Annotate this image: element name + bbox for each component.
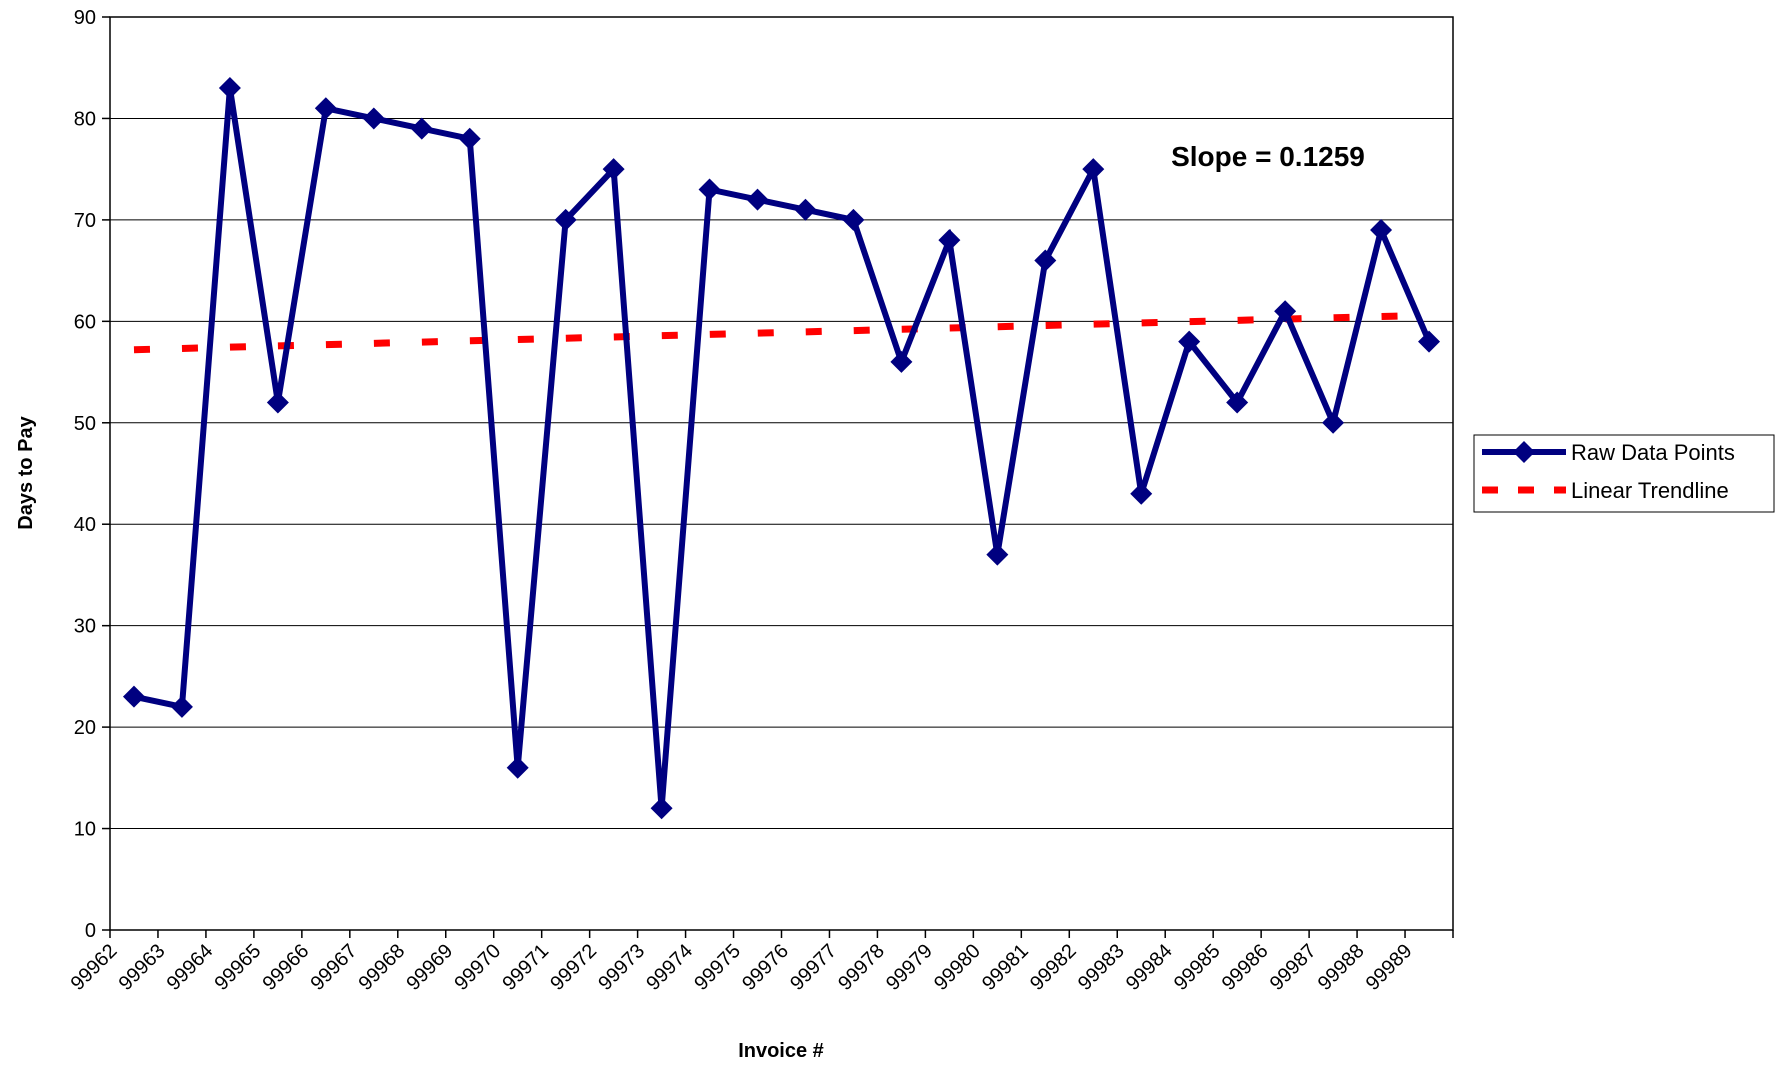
data-point-marker — [650, 797, 673, 820]
y-axis-title: Days to Pay — [15, 415, 37, 529]
data-point-marker — [1226, 391, 1249, 414]
slope-annotation: Slope = 0.1259 — [1171, 141, 1365, 172]
data-point-marker — [1034, 249, 1057, 272]
raw-data-line — [133, 87, 1432, 809]
data-point-marker — [218, 77, 241, 100]
data-point-marker — [1178, 330, 1201, 353]
y-tick-label: 70 — [74, 210, 96, 232]
data-point-marker — [122, 685, 145, 708]
y-tick-label: 50 — [74, 413, 96, 435]
data-point-marker — [746, 188, 769, 211]
legend-raw-data-marker — [1513, 441, 1535, 463]
data-point-marker — [1418, 330, 1441, 353]
data-point-marker — [602, 158, 625, 181]
data-point-marker — [698, 178, 721, 201]
data-point-marker — [170, 695, 193, 718]
y-tick-label: 90 — [74, 7, 96, 29]
y-tick-label: 10 — [74, 819, 96, 841]
x-axis-title: Invoice # — [738, 1040, 824, 1062]
gridlines — [110, 117, 1453, 830]
y-tick-label: 60 — [74, 311, 96, 333]
y-tick-label: 20 — [74, 717, 96, 739]
y-tick-label: 0 — [85, 920, 96, 942]
data-point-marker — [890, 350, 913, 373]
series-group — [122, 77, 1441, 820]
axis-ticks — [102, 16, 1454, 938]
data-point-marker — [842, 208, 865, 231]
y-tick-label: 80 — [74, 108, 96, 130]
data-point-marker — [1370, 219, 1393, 242]
data-point-marker — [1082, 158, 1105, 181]
y-axis-tick-labels: 0 10 20 30 40 50 60 70 80 90 — [74, 7, 96, 942]
data-point-marker — [314, 97, 337, 120]
data-point-marker — [506, 756, 529, 779]
data-point-marker — [410, 117, 433, 140]
data-point-marker — [1274, 300, 1297, 323]
data-point-marker — [938, 229, 961, 252]
data-point-marker — [554, 208, 577, 231]
data-point-marker — [986, 543, 1009, 566]
data-point-marker — [458, 127, 481, 150]
data-point-marker — [794, 198, 817, 221]
legend: Raw Data Points Linear Trendline — [1473, 434, 1775, 513]
data-point-marker — [362, 107, 385, 130]
y-tick-label: 40 — [74, 514, 96, 536]
data-point-marker — [1322, 411, 1345, 434]
legend-trendline-label: Linear Trendline — [1571, 478, 1729, 503]
y-tick-label: 30 — [74, 616, 96, 638]
legend-raw-data-label: Raw Data Points — [1571, 440, 1735, 465]
data-point-marker — [266, 391, 289, 414]
data-point-marker — [1130, 482, 1153, 505]
